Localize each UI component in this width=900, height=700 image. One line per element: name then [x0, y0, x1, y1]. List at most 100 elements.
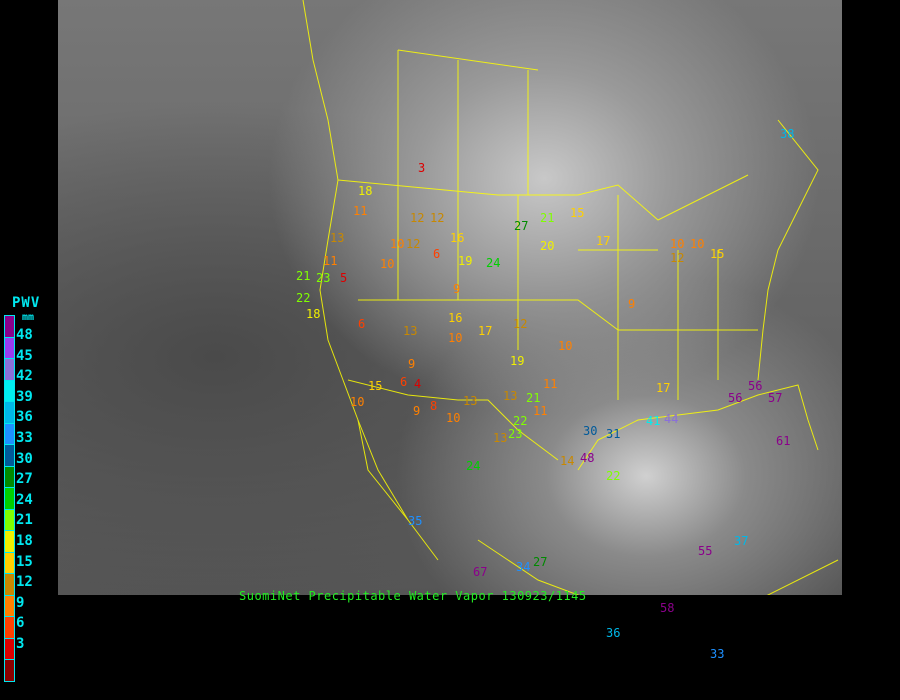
station-pwv-value: 10 [448, 331, 463, 345]
station-pwv-value: 12 [410, 211, 425, 225]
legend-tick-label: 6 [16, 615, 25, 632]
east-coast [757, 119, 819, 381]
gulf-coast [577, 384, 819, 471]
station-pwv-value: 21 [526, 391, 541, 405]
legend-tick-label: 30 [16, 450, 33, 467]
station-pwv-value: 11 [353, 204, 368, 218]
station-pwv-value: 9 [453, 282, 461, 296]
station-pwv-value: 21 [540, 211, 555, 225]
station-pwv-value: 38 [780, 127, 795, 141]
station-pwv-value: 21 [296, 269, 311, 283]
station-pwv-value: 27 [533, 555, 548, 569]
station-pwv-value: 19 [510, 354, 525, 368]
station-pwv-value: 30 [583, 424, 598, 438]
station-pwv-value: 9 [408, 357, 416, 371]
station-pwv-value: 19 [458, 254, 473, 268]
station-pwv-value: 10 [350, 395, 365, 409]
station-pwv-value: 15 [570, 206, 585, 220]
station-pwv-value: 67 [473, 565, 488, 579]
legend-swatch [4, 445, 15, 467]
station-pwv-value: 13 [403, 324, 418, 338]
station-pwv-value: 18 [306, 307, 321, 321]
station-pwv-value: 24 [466, 459, 481, 473]
station-pwv-value: 27 [514, 219, 529, 233]
station-pwv-value: 22 [296, 291, 311, 305]
station-pwv-value: 56 [728, 391, 743, 405]
legend-swatch [4, 423, 15, 445]
mexico-coast [357, 419, 839, 595]
legend-title: PWV [12, 295, 41, 311]
station-pwv-value: 31 [606, 427, 621, 441]
legend-swatch [4, 660, 15, 682]
station-pwv-value: 37 [734, 534, 749, 548]
station-pwv-value: 8 [430, 399, 438, 413]
station-pwv-value: 12 [513, 317, 528, 331]
legend-tick-label: 45 [16, 347, 33, 364]
station-pwv-value: 24 [486, 256, 501, 270]
us-canada-border [337, 174, 749, 221]
station-pwv-value: 13 [493, 431, 508, 445]
legend-swatch [4, 380, 15, 402]
station-pwv-value: 61 [776, 434, 791, 448]
station-pwv-value: 17 [478, 324, 493, 338]
station-pwv-value: 23 [508, 427, 523, 441]
station-pwv-value: 10 [390, 237, 405, 251]
station-pwv-value: 55 [698, 544, 713, 558]
station-pwv-value: 23 [316, 271, 331, 285]
station-pwv-value: 10 [380, 257, 395, 271]
legend-swatch [4, 402, 15, 424]
station-pwv-value: 10 [446, 411, 461, 425]
map-caption: SuomiNet Precipitable Water Vapor 130923… [239, 589, 587, 603]
station-pwv-value: 33 [710, 647, 725, 661]
station-pwv-value: 5 [340, 271, 348, 285]
station-pwv-value: 15 [368, 379, 383, 393]
legend-swatch [4, 552, 15, 574]
legend-swatch [4, 531, 15, 553]
station-pwv-value: 35 [408, 514, 423, 528]
legend-tick-label: 48 [16, 327, 33, 343]
station-pwv-value: 10 [670, 237, 685, 251]
legend-tick-label: 27 [16, 471, 33, 488]
map-borders [302, 0, 839, 595]
legend-swatch [4, 617, 15, 639]
legend-unit: mm [22, 312, 35, 323]
legend-tick-label: 39 [16, 388, 33, 405]
legend-swatch [4, 466, 15, 488]
legend-swatch [4, 488, 15, 510]
legend-swatch [4, 638, 15, 660]
legend-tick-label: 24 [16, 491, 33, 508]
station-pwv-value: 13 [503, 389, 518, 403]
canada-provinces [397, 49, 539, 195]
station-pwv-value: 12 [430, 211, 445, 225]
station-pwv-value: 34 [516, 560, 531, 574]
station-pwv-value: 16 [450, 231, 465, 245]
legend-tick-label: 21 [16, 512, 33, 529]
station-pwv-value: 6 [400, 375, 408, 389]
station-pwv-value: 11 [543, 377, 558, 391]
station-pwv-value: 9 [413, 404, 421, 418]
station-pwv-value: 12 [670, 251, 685, 265]
legend-tick-label: 3 [16, 636, 25, 652]
station-pwv-value: 44 [664, 412, 679, 426]
station-pwv-value: 22 [606, 469, 621, 483]
satellite-image: 3 18 11 12 12 16 10 6 19 24 27 21 15 20 13 11 10 12 9 5 6 21 2… [58, 0, 842, 660]
legend-swatch [4, 359, 15, 381]
us-mexico-border [347, 379, 559, 461]
station-pwv-value: 4 [414, 377, 422, 391]
station-pwv-value: 17 [656, 381, 671, 395]
legend-tick-label: 9 [16, 594, 25, 611]
legend-tick-label: 18 [16, 533, 33, 549]
legend-swatch [4, 337, 15, 359]
legend-tick-label: 36 [16, 409, 33, 426]
station-pwv-value: 14 [560, 454, 575, 468]
station-pwv-value: 9 [628, 297, 636, 311]
station-pwv-value: 15 [710, 247, 725, 261]
station-pwv-value: 11 [323, 254, 338, 268]
legend-swatch [4, 315, 15, 338]
station-pwv-value: 13 [463, 394, 478, 408]
station-pwv-value: 41 [646, 414, 661, 428]
station-pwv-value: 22 [513, 414, 528, 428]
legend-swatch [4, 595, 15, 617]
station-pwv-value: 20 [540, 239, 555, 253]
station-pwv-value: 18 [358, 184, 373, 198]
